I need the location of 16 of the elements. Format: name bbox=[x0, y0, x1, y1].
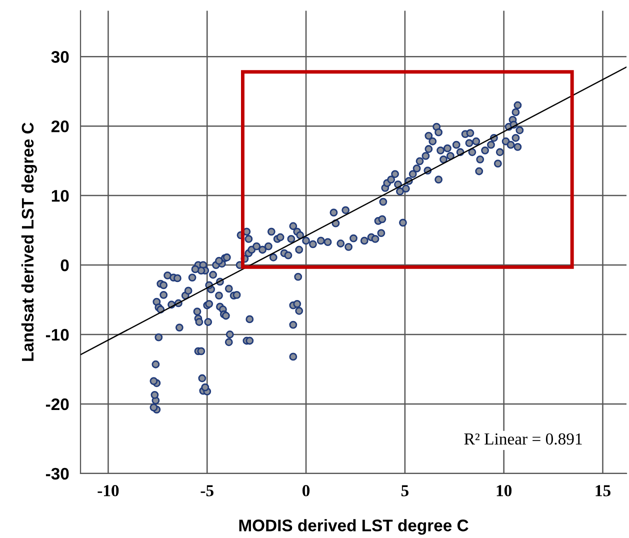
y-tick-label: 0 bbox=[60, 259, 69, 272]
y-tick-label: -20 bbox=[46, 398, 69, 410]
x-tick-label: -5 bbox=[200, 485, 214, 496]
x-tick-label: 10 bbox=[496, 485, 512, 496]
y-tick-label: 10 bbox=[52, 190, 69, 202]
x-tick-label: 5 bbox=[401, 485, 408, 496]
x-axis-title: MODIS derived LST degree C bbox=[239, 519, 468, 535]
y-tick-label: -30 bbox=[46, 468, 69, 480]
y-tick-label: 20 bbox=[51, 120, 69, 132]
x-tick-label: 0 bbox=[302, 485, 310, 496]
x-tick-label: 15 bbox=[596, 485, 610, 496]
x-tick-label: -10 bbox=[98, 485, 119, 496]
y-tick-label: -10 bbox=[46, 328, 69, 341]
y-tick-label: 30 bbox=[51, 51, 69, 63]
annotation: R² Linear = 0.891 bbox=[464, 433, 582, 445]
y-axis-title: Landsat derived LST degree C bbox=[21, 122, 37, 361]
